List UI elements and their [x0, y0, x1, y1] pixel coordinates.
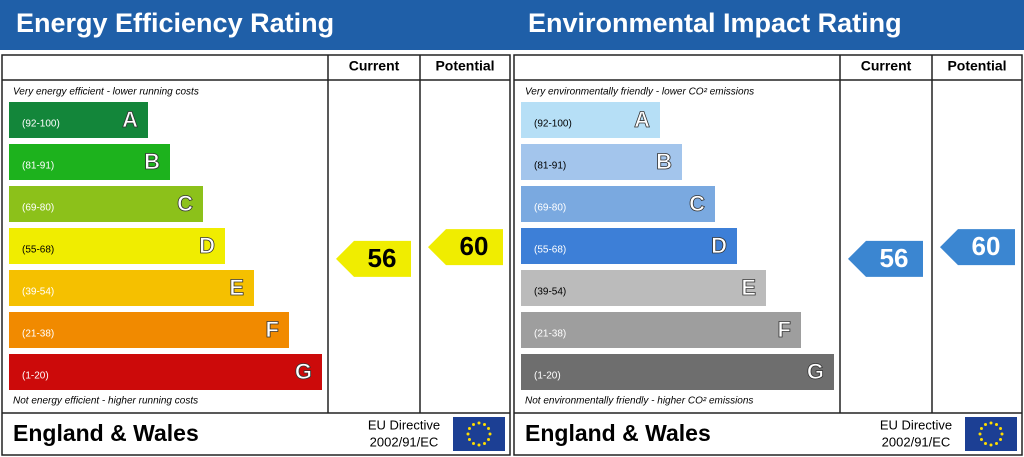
eu-star — [989, 421, 993, 425]
band-letter: F — [778, 317, 791, 342]
band — [521, 228, 737, 264]
top-note: Very energy efficient - lower running co… — [13, 87, 199, 98]
eu-star — [488, 432, 492, 436]
top-note: Very environmentally friendly - lower CO… — [525, 87, 754, 98]
title-bar — [0, 0, 512, 50]
band-range: (69-80) — [534, 203, 566, 214]
band-range: (21-38) — [22, 329, 54, 340]
rating-value: 60 — [972, 231, 1001, 261]
band-range: (1-20) — [22, 371, 49, 382]
band — [9, 312, 289, 348]
band-letter: B — [656, 149, 672, 174]
eu-star — [978, 432, 982, 436]
band — [521, 354, 834, 390]
band — [9, 354, 322, 390]
band-range: (55-68) — [22, 245, 54, 256]
band-range: (39-54) — [22, 287, 54, 298]
band-range: (69-80) — [22, 203, 54, 214]
band-range: (81-91) — [534, 161, 566, 172]
band — [521, 270, 766, 306]
eu-star — [477, 421, 481, 425]
eu-star — [472, 442, 475, 446]
eu-star — [472, 422, 475, 426]
directive: EU Directive — [368, 417, 440, 432]
eu-star — [487, 427, 491, 430]
eu-star — [483, 422, 486, 426]
band — [9, 270, 254, 306]
band-range: (1-20) — [534, 371, 561, 382]
bottom-note: Not energy efficient - higher running co… — [13, 396, 198, 407]
rating-arrow — [336, 240, 411, 277]
eu-star — [477, 443, 481, 447]
band-range: (92-100) — [534, 119, 572, 130]
band — [521, 186, 715, 222]
column-header: Potential — [435, 58, 494, 74]
eu-star — [999, 438, 1003, 441]
band-letter: D — [711, 233, 727, 258]
band — [521, 102, 660, 138]
band-letter: E — [741, 275, 756, 300]
eu-star — [979, 438, 983, 441]
eu-star — [999, 427, 1003, 430]
band-letter: G — [295, 359, 312, 384]
band-range: (92-100) — [22, 119, 60, 130]
band — [9, 144, 170, 180]
band-letter: F — [266, 317, 279, 342]
eu-star — [467, 427, 471, 430]
rating-arrow — [940, 229, 1015, 266]
eu-star — [984, 422, 987, 426]
rating-value: 56 — [368, 243, 397, 273]
title: Environmental Impact Rating — [528, 8, 902, 38]
rating-value: 60 — [460, 231, 489, 261]
eu-star — [995, 442, 998, 446]
directive: EU Directive — [880, 417, 952, 432]
band-letter: C — [689, 191, 705, 216]
eu-star — [1000, 432, 1004, 436]
eu-star — [467, 438, 471, 441]
band — [9, 228, 225, 264]
band — [9, 102, 148, 138]
band-letter: G — [807, 359, 824, 384]
column-header: Potential — [947, 58, 1006, 74]
band-letter: D — [199, 233, 215, 258]
band — [9, 186, 203, 222]
rating-arrow — [428, 229, 503, 266]
band-range: (39-54) — [534, 287, 566, 298]
eu-star — [466, 432, 470, 436]
column-header: Current — [861, 58, 912, 74]
bottom-note: Not environmentally friendly - higher CO… — [525, 396, 753, 407]
eu-star — [984, 442, 987, 446]
directive-code: 2002/91/EC — [882, 434, 951, 449]
column-header: Current — [349, 58, 400, 74]
band-letter: C — [177, 191, 193, 216]
footer: England & Wales — [525, 420, 711, 446]
band-range: (21-38) — [534, 329, 566, 340]
band-range: (55-68) — [534, 245, 566, 256]
eu-star — [487, 438, 491, 441]
band — [521, 312, 801, 348]
directive-code: 2002/91/EC — [370, 434, 439, 449]
band — [521, 144, 682, 180]
rating-value: 56 — [880, 243, 909, 273]
band-letter: B — [144, 149, 160, 174]
eu-star — [483, 442, 486, 446]
footer: England & Wales — [13, 420, 199, 446]
frame — [1, 54, 511, 456]
band-letter: A — [634, 107, 650, 132]
title-bar — [512, 0, 1024, 50]
eu-star — [979, 427, 983, 430]
eu-star — [995, 422, 998, 426]
eu-star — [989, 443, 993, 447]
frame — [513, 54, 1023, 456]
band-letter: A — [122, 107, 138, 132]
rating-arrow — [848, 240, 923, 277]
band-range: (81-91) — [22, 161, 54, 172]
title: Energy Efficiency Rating — [16, 8, 334, 38]
band-letter: E — [229, 275, 244, 300]
